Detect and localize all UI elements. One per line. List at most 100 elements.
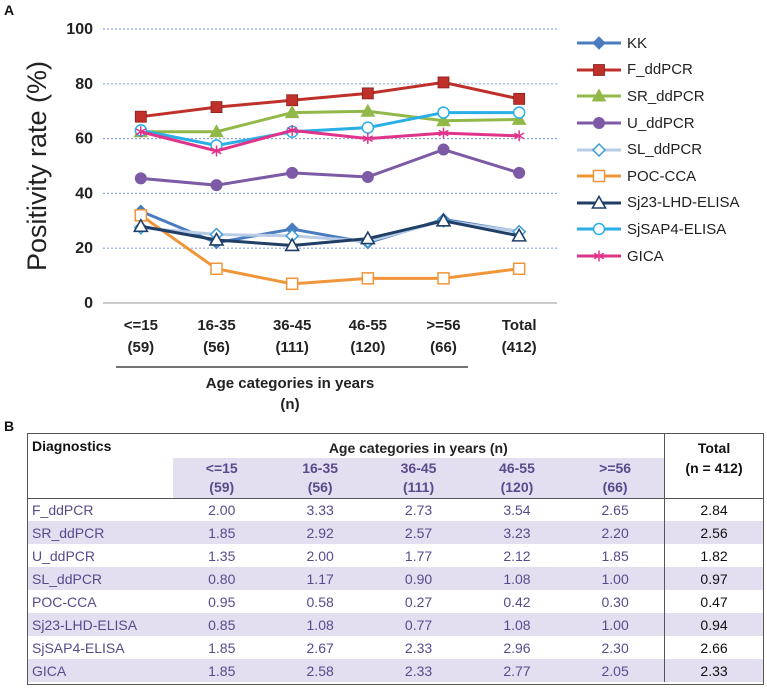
x-tick-n-0: (59) xyxy=(127,339,154,356)
legend-label-U_ddPCR: U_ddPCR xyxy=(627,114,695,132)
point-F_ddPCR-2 xyxy=(286,94,299,107)
header-age-group: Age categories in years (n) xyxy=(328,440,508,456)
table-cell: 0.42 xyxy=(503,593,531,610)
table-cell: 1.00 xyxy=(566,567,665,590)
point-Sj23-LHD-ELISA-2 xyxy=(284,237,301,252)
table-cell: 2.57 xyxy=(369,521,468,544)
x-tick-label-2: 36-45 xyxy=(273,317,311,334)
x-tick-n-1: (56) xyxy=(203,339,230,356)
table-cell: 1.85 xyxy=(172,521,271,544)
legend-label-SR_ddPCR: SR_ddPCR xyxy=(627,87,705,105)
legend-swatch-SjSAP4-ELISA xyxy=(577,223,621,236)
row-diagnostic-name: U_ddPCR xyxy=(32,547,96,564)
series-line-U_ddPCR xyxy=(140,147,520,187)
series-line-Sj23-LHD-ELISA xyxy=(140,219,520,247)
table-cell: 2.73 xyxy=(369,497,468,521)
panel-label-b: B xyxy=(4,418,15,434)
legend-swatch-SL_ddPCR xyxy=(577,142,621,157)
row-diagnostic-name: SjSAP4-ELISA xyxy=(32,639,125,656)
y-axis-title: Positivity rate (%) xyxy=(22,61,52,271)
legend-label-POC-CCA: POC-CCA xyxy=(627,167,697,185)
table-cell: 1.08 xyxy=(467,613,567,636)
legend-item-GICA: GICA xyxy=(575,243,765,270)
table-cell-total: 1.82 xyxy=(664,544,763,567)
legend-marker-GICA xyxy=(593,250,605,262)
table-cell: 0.77 xyxy=(369,613,468,636)
table-cell: 1.85 xyxy=(172,659,271,682)
column-header-n: (111) xyxy=(402,478,435,495)
table-row: F_ddPCR 2.00 3.33 2.73 3.54 2.65 2.84 xyxy=(28,497,763,521)
point-F_ddPCR-1 xyxy=(210,101,223,113)
column-header-n: (59) xyxy=(209,478,235,495)
point-GICA-2 xyxy=(287,124,298,136)
legend-marker-SR_ddPCR xyxy=(591,88,607,102)
point-POC-CCA-5 xyxy=(512,262,526,275)
table-cell: 0.58 xyxy=(306,593,334,610)
series-line-F_ddPCR xyxy=(140,80,520,119)
legend-item-POC-CCA: POC-CCA xyxy=(575,163,765,190)
table-cell-total: 2.84 xyxy=(664,497,763,521)
series-line-GICA xyxy=(140,128,520,153)
point-SR_ddPCR-4 xyxy=(436,113,451,127)
ratio-table: Diagnostics Age categories in years (n) … xyxy=(28,434,763,682)
column-header-2: 36-45 (111) xyxy=(369,458,468,498)
y-tick-label-20: 20 xyxy=(75,240,93,257)
point-Sj23-LHD-ELISA-1 xyxy=(208,231,225,246)
header-total-title: Total xyxy=(697,440,731,456)
point-GICA-4 xyxy=(438,127,449,139)
point-U_ddPCR-2 xyxy=(286,166,299,179)
x-tick-n-3: (120) xyxy=(350,339,385,356)
table-cell: 2.33 xyxy=(369,659,468,682)
table-row: SjSAP4-ELISA 1.85 2.67 2.33 2.96 2.30 2.66 xyxy=(28,636,763,659)
legend-item-F_ddPCR: F_ddPCR xyxy=(575,57,765,84)
label-layer: 0 20 40 60 80 100 <=15 (59) 16-35 (56) 36-45 (111) 4… xyxy=(22,21,537,413)
legend-marker-POC-CCA xyxy=(592,170,606,183)
table-cell: 2.92 xyxy=(270,521,370,544)
legend-swatch-KK xyxy=(577,36,621,51)
point-F_ddPCR-4 xyxy=(437,76,450,89)
table-body: F_ddPCR 2.00 3.33 2.73 3.54 2.65 2.84 SR_ddPCR 1… xyxy=(28,497,763,682)
point-Sj23-LHD-ELISA-3 xyxy=(359,230,376,245)
point-F_ddPCR-0 xyxy=(134,110,147,123)
x-axis-title: Age categories in years xyxy=(206,375,374,392)
point-SjSAP4-ELISA-3 xyxy=(361,121,375,134)
y-tick-label-100: 100 xyxy=(66,21,93,38)
table-cell: 2.77 xyxy=(467,659,567,682)
column-header-n: (66) xyxy=(602,478,628,495)
legend-marker-F_ddPCR xyxy=(593,63,605,76)
table-row: U_ddPCR 1.35 2.00 1.77 2.12 1.85 1.82 xyxy=(28,544,763,567)
table-cell-total: 0.47 xyxy=(664,590,763,613)
column-header-4: >=56 (66) xyxy=(566,458,665,498)
point-SjSAP4-ELISA-4 xyxy=(437,106,450,119)
header-diagnostics: Diagnostics xyxy=(32,438,112,454)
x-tick-label-1: 16-35 xyxy=(197,317,235,334)
column-header-n: (120) xyxy=(500,478,534,495)
point-SR_ddPCR-1 xyxy=(209,124,224,138)
table-cell: 0.80 xyxy=(172,567,271,590)
legend-item-KK: KK xyxy=(575,30,765,57)
series-Sj23-LHD-ELISA xyxy=(132,212,528,252)
table-cell: 3.54 xyxy=(467,497,567,521)
y-tick-label-40: 40 xyxy=(75,185,93,202)
series-F_ddPCR xyxy=(134,76,526,123)
point-Sj23-LHD-ELISA-5 xyxy=(511,227,528,242)
legend-label-SL_ddPCR: SL_ddPCR xyxy=(627,141,703,159)
table-cell: 3.33 xyxy=(270,497,370,521)
legend-label-F_ddPCR: F_ddPCR xyxy=(627,61,693,79)
point-U_ddPCR-5 xyxy=(513,166,526,179)
table-cell: 1.85 xyxy=(208,639,236,656)
column-header-n: (56) xyxy=(307,478,333,495)
row-diagnostic-name: Sj23-LHD-ELISA xyxy=(28,613,173,636)
point-GICA-1 xyxy=(211,145,222,157)
legend-swatch-Sj23-LHD-ELISA xyxy=(577,194,621,209)
point-GICA-5 xyxy=(514,130,525,142)
table-cell-total: 2.33 xyxy=(664,659,763,682)
table-cell: 2.58 xyxy=(270,659,370,682)
point-U_ddPCR-3 xyxy=(361,170,374,183)
table-cell: 0.85 xyxy=(172,613,271,636)
table-cell: 2.00 xyxy=(172,497,271,521)
row-diagnostic-name: F_ddPCR xyxy=(28,497,173,521)
x-tick-n-2: (111) xyxy=(275,339,308,356)
x-tick-label-0: <=15 xyxy=(124,317,158,334)
x-tick-label-3: 46-55 xyxy=(349,317,387,334)
